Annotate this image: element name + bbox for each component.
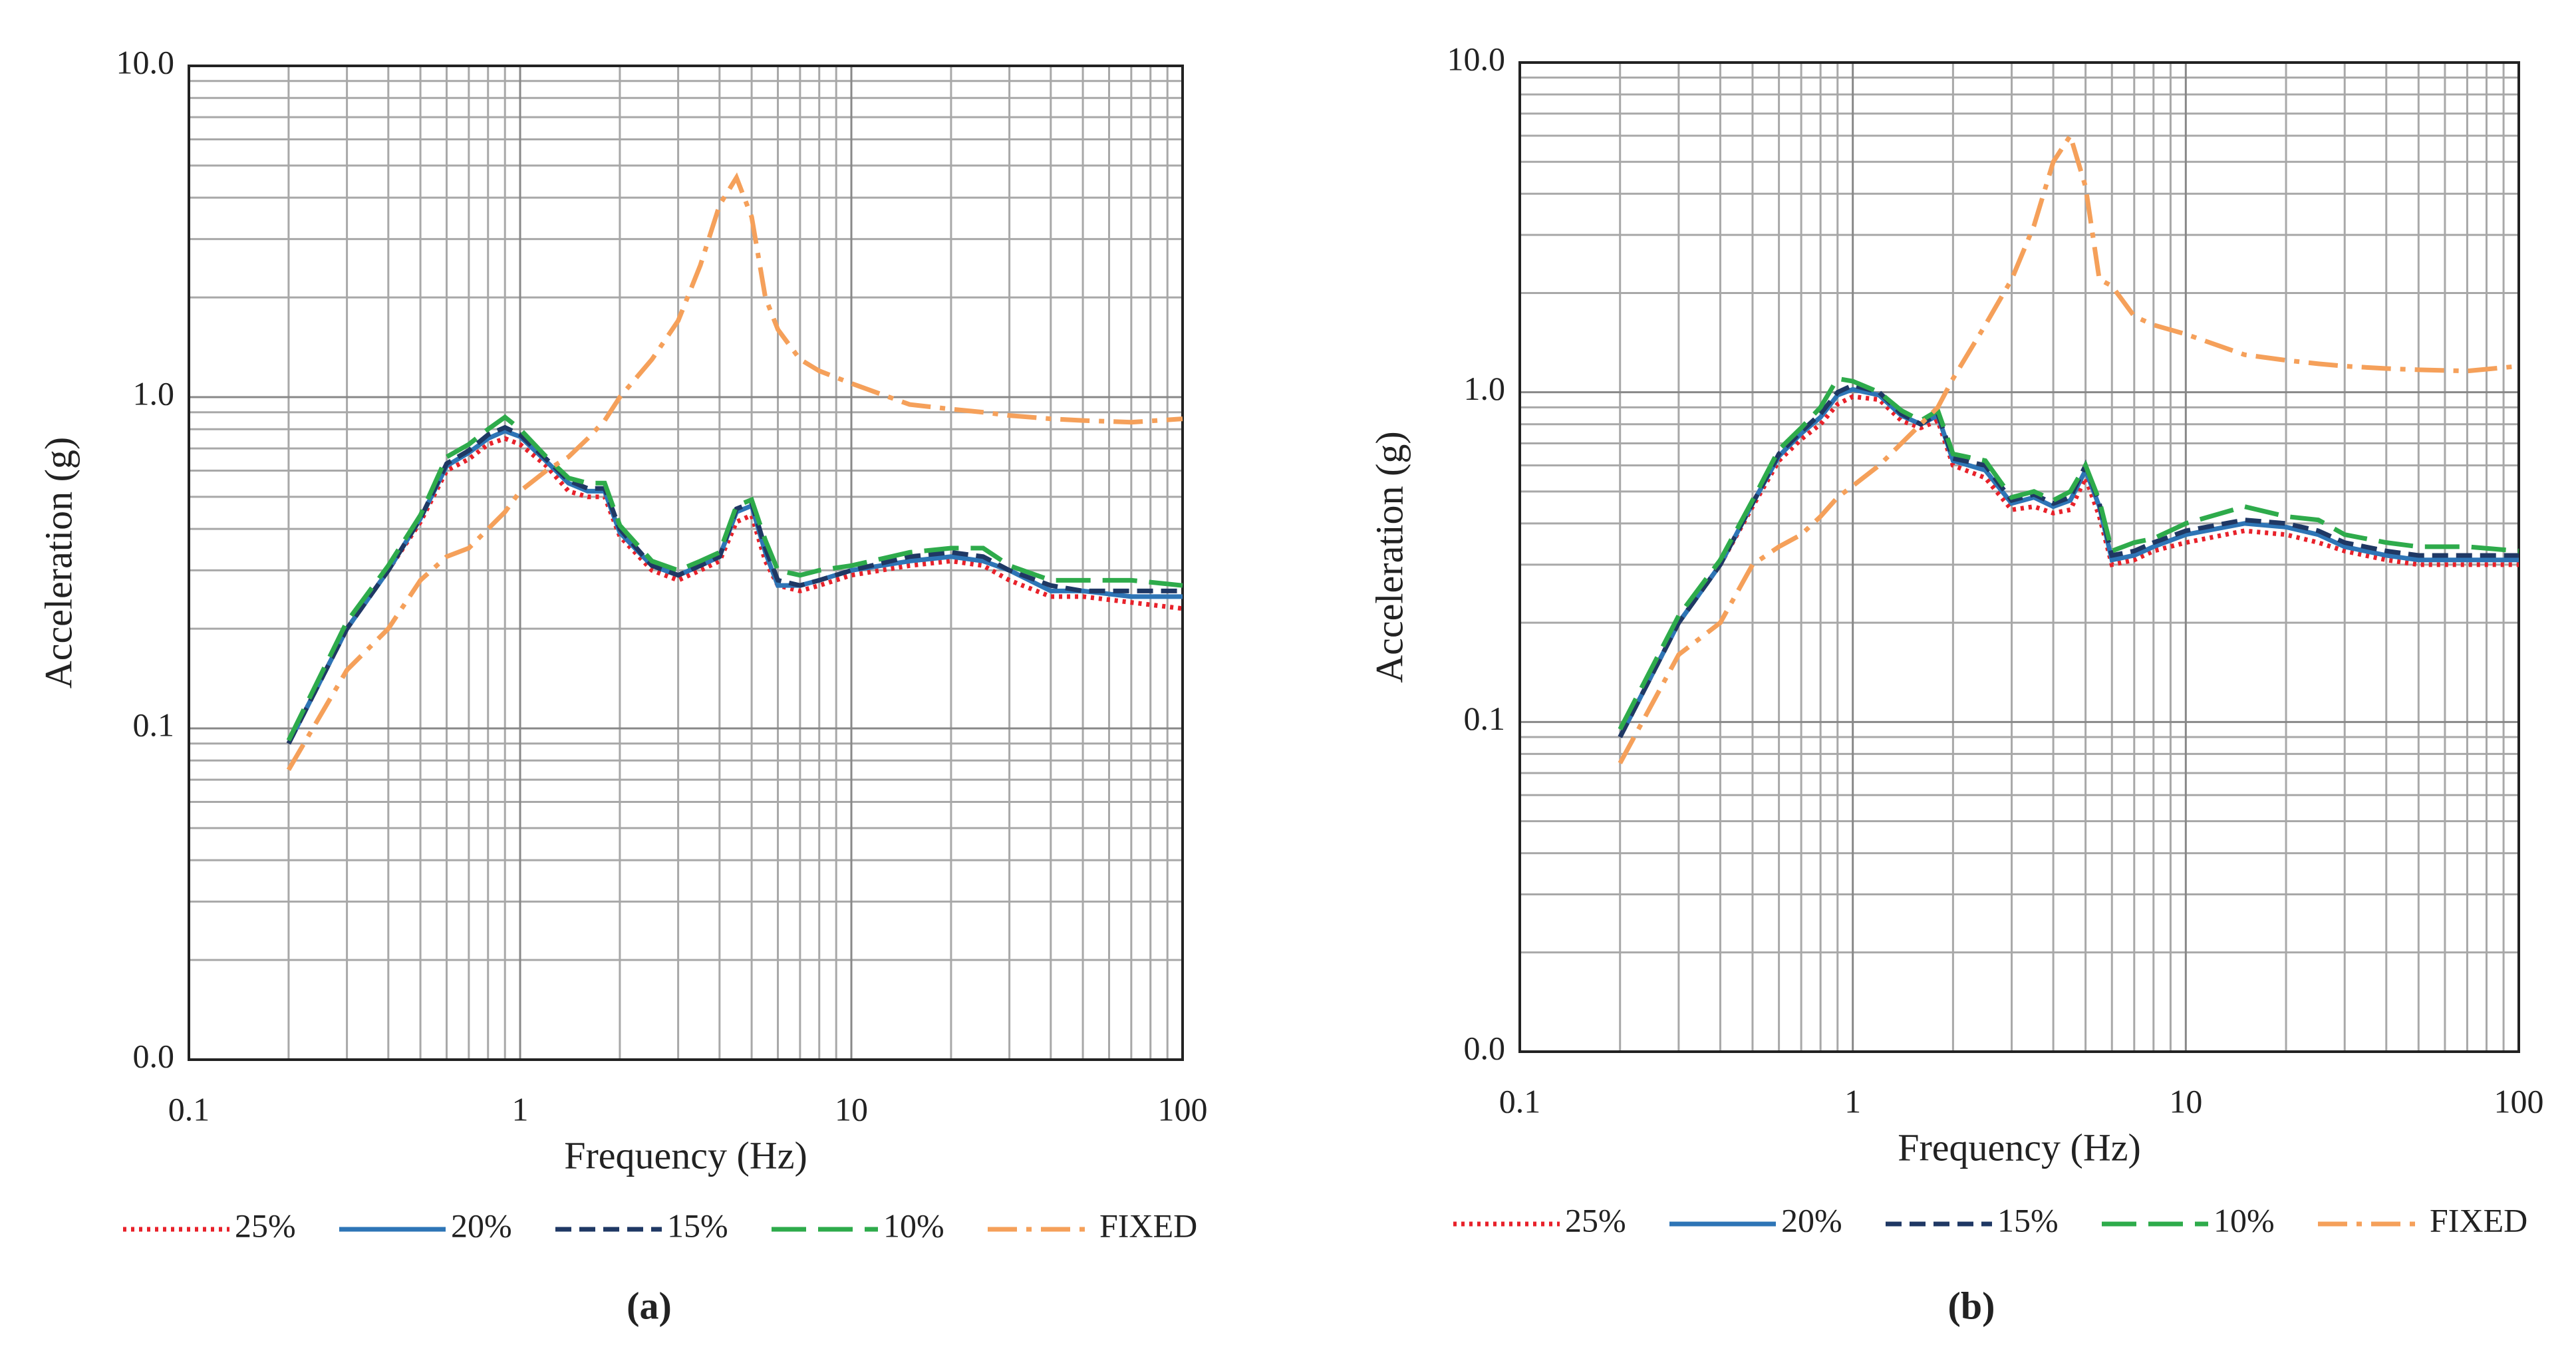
legend-label: 25% xyxy=(1565,1201,1626,1239)
x-tick-label: 1 xyxy=(512,1090,529,1128)
y-tick-label: 1.0 xyxy=(133,375,175,412)
y-tick-label: 10.0 xyxy=(1447,40,1506,77)
legend-label: 10% xyxy=(2214,1201,2275,1239)
legend-label: 20% xyxy=(451,1207,512,1244)
series-line xyxy=(1618,382,2519,738)
plot-frame xyxy=(188,65,1184,1061)
y-tick-label: 1.0 xyxy=(1464,370,1506,407)
legend-label: 15% xyxy=(1997,1201,2059,1239)
x-tick-label: 0.1 xyxy=(168,1090,210,1128)
caption: (b) xyxy=(1948,1284,1995,1327)
caption: (a) xyxy=(627,1284,672,1327)
x-axis-label: Frequency (Hz) xyxy=(564,1134,807,1177)
x-axis-label: Frequency (Hz) xyxy=(1898,1126,2141,1169)
plot-frame xyxy=(1518,61,2520,1053)
y-tick-label: 0.1 xyxy=(1464,700,1506,737)
legend-label: 25% xyxy=(235,1207,296,1244)
legend-label: FIXED xyxy=(1099,1207,1197,1244)
y-axis-label: Acceleration (g) xyxy=(1367,431,1411,682)
y-tick-label: 0.1 xyxy=(133,706,175,743)
series-line xyxy=(1618,386,2519,738)
series-line xyxy=(286,424,1183,745)
y-axis-label: Acceleration (g) xyxy=(37,437,80,688)
series-line xyxy=(1618,394,2519,738)
series-line xyxy=(1618,130,2519,764)
y-tick-label: 0.0 xyxy=(133,1037,175,1074)
series-line xyxy=(1618,376,2519,730)
y-tick-label: 10.0 xyxy=(116,43,175,80)
legend-label: 15% xyxy=(667,1207,728,1244)
x-tick-label: 100 xyxy=(1158,1090,1208,1128)
series-line xyxy=(286,428,1183,745)
legend-label: 10% xyxy=(883,1207,944,1244)
legend-label: 20% xyxy=(1781,1201,1842,1239)
x-tick-label: 0.1 xyxy=(1499,1082,1541,1120)
chart: 0.1 1 10 100 0.0 0.1 1.0 10.0 25% 20% 15% 10% FIXED F… xyxy=(37,43,1207,1327)
series-line xyxy=(286,172,1183,771)
x-tick-label: 100 xyxy=(2494,1082,2544,1120)
legend-label: FIXED xyxy=(2430,1201,2527,1239)
x-tick-label: 1 xyxy=(1844,1082,1861,1120)
y-tick-label: 0.0 xyxy=(1464,1029,1506,1066)
series-line xyxy=(286,414,1183,742)
x-tick-label: 10 xyxy=(2169,1082,2202,1120)
series-line xyxy=(286,436,1183,745)
x-tick-label: 10 xyxy=(835,1090,868,1128)
chart: 0.1 1 10 100 0.0 0.1 1.0 10.0 25% 20% 15% 10% FIXED F… xyxy=(1367,40,2543,1327)
